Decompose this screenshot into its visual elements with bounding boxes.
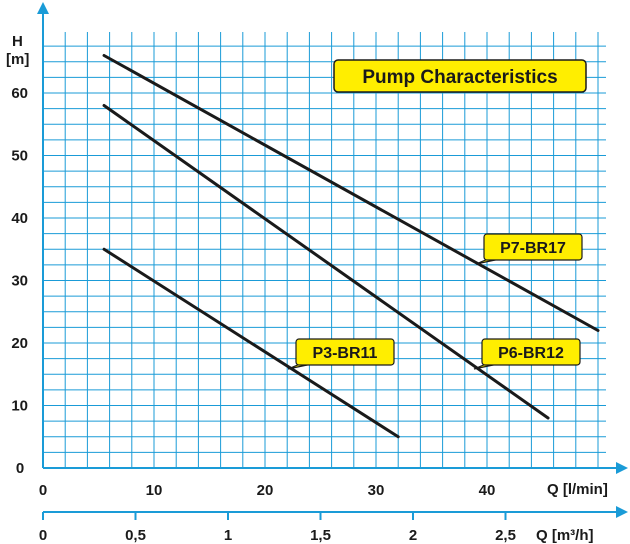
- x-tick-label: 30: [368, 482, 385, 499]
- series-callout: P6-BR12: [473, 338, 581, 370]
- callout-box: [295, 338, 395, 366]
- series-line: [102, 104, 550, 420]
- chart-axes: [37, 2, 628, 520]
- x2-tick-label: 0: [39, 527, 47, 544]
- y-tick-label: 0: [16, 460, 24, 477]
- series-callout: P7-BR17: [475, 233, 583, 265]
- callout-box: [481, 338, 581, 366]
- chart-series: [102, 54, 600, 439]
- y-tick-label: 50: [11, 148, 28, 165]
- x-tick-label: 20: [257, 482, 274, 499]
- x2-axis-label: Q [m³/h]: [536, 527, 594, 544]
- series-line: [102, 247, 400, 439]
- y-tick-label: 30: [11, 273, 28, 290]
- series-label: P6-BR12: [498, 345, 564, 362]
- x2-tick-label: 2,5: [495, 527, 516, 544]
- y-axis-arrow: [37, 2, 49, 14]
- x2-tick-label: 1: [224, 527, 232, 544]
- x2-tick-label: 2: [409, 527, 417, 544]
- y-tick-label: 60: [11, 85, 28, 102]
- x-axis-arrow: [616, 462, 628, 474]
- y-tick-label: 20: [11, 335, 28, 352]
- chart-title-box: Pump Characteristics: [333, 59, 587, 93]
- x-tick-label: 0: [39, 482, 47, 499]
- y-axis-label-h: H: [12, 33, 23, 50]
- series-line: [102, 54, 600, 332]
- callout-box: [483, 233, 583, 261]
- x-axis-label: Q [l/min]: [547, 481, 608, 498]
- x2-axis-arrow: [616, 506, 628, 518]
- series-label: P3-BR11: [313, 345, 378, 362]
- series-callouts: P7-BR17 P6-BR12 P3-BR11: [287, 233, 583, 370]
- x-tick-label: 10: [146, 482, 163, 499]
- x2-tick-label: 1,5: [310, 527, 331, 544]
- chart-title: Pump Characteristics: [362, 67, 557, 88]
- y-axis-label-unit: [m]: [6, 51, 29, 68]
- series-label: P7-BR17: [500, 240, 566, 257]
- y-tick-label: 10: [11, 398, 28, 415]
- y-tick-label: 40: [11, 210, 28, 227]
- series-callout: P3-BR11: [287, 338, 395, 370]
- x-tick-label: 40: [479, 482, 496, 499]
- x2-tick-label: 0,5: [125, 527, 146, 544]
